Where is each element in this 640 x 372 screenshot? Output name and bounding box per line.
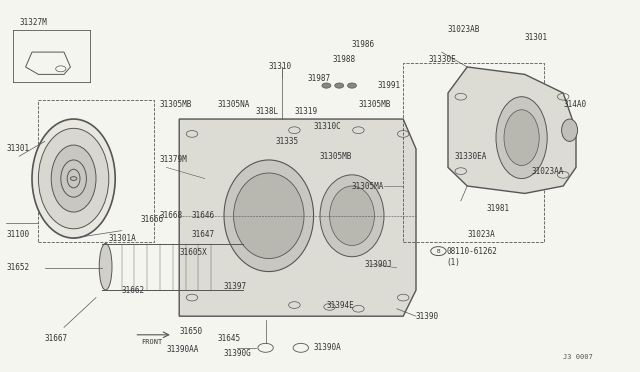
Text: 31301A: 31301A xyxy=(109,234,136,243)
Text: (1): (1) xyxy=(447,258,461,267)
Text: 31305MA: 31305MA xyxy=(352,182,385,190)
Text: 31301: 31301 xyxy=(6,144,29,153)
Text: FRONT: FRONT xyxy=(141,339,162,345)
Ellipse shape xyxy=(220,237,234,247)
Polygon shape xyxy=(179,119,416,316)
Ellipse shape xyxy=(224,160,314,272)
Text: 31647: 31647 xyxy=(192,230,215,239)
Ellipse shape xyxy=(220,256,234,265)
Ellipse shape xyxy=(220,275,234,284)
Ellipse shape xyxy=(220,265,234,275)
Text: 31310C: 31310C xyxy=(314,122,341,131)
Text: 3138L: 3138L xyxy=(256,107,279,116)
Text: 31390J: 31390J xyxy=(365,260,392,269)
Text: 31666: 31666 xyxy=(141,215,164,224)
Text: 31330E: 31330E xyxy=(429,55,456,64)
Circle shape xyxy=(348,83,356,88)
Text: 31327M: 31327M xyxy=(19,18,47,27)
Text: 31305NA: 31305NA xyxy=(218,100,250,109)
Text: 31023AA: 31023AA xyxy=(531,167,564,176)
Polygon shape xyxy=(448,67,576,193)
Text: 31319: 31319 xyxy=(294,107,317,116)
Bar xyxy=(403,63,544,242)
Circle shape xyxy=(322,83,331,88)
Text: 31330EA: 31330EA xyxy=(454,152,487,161)
Text: 31310: 31310 xyxy=(269,62,292,71)
Text: 31023AB: 31023AB xyxy=(448,25,481,34)
Text: 31652: 31652 xyxy=(6,263,29,272)
Text: 31305MB: 31305MB xyxy=(160,100,193,109)
Text: 31668: 31668 xyxy=(160,211,183,220)
Text: 31986: 31986 xyxy=(352,40,375,49)
Text: 31650: 31650 xyxy=(179,327,202,336)
Ellipse shape xyxy=(32,119,115,238)
Text: B: B xyxy=(436,248,440,254)
Text: 31023A: 31023A xyxy=(467,230,495,239)
Text: 31390G: 31390G xyxy=(224,349,252,358)
Text: 08110-61262: 08110-61262 xyxy=(447,247,497,256)
Ellipse shape xyxy=(220,283,234,293)
Text: 31605X: 31605X xyxy=(179,248,207,257)
Text: 31667: 31667 xyxy=(45,334,68,343)
Text: 31988: 31988 xyxy=(333,55,356,64)
Ellipse shape xyxy=(504,110,539,166)
Text: 314A0: 314A0 xyxy=(563,100,586,109)
Text: 31397: 31397 xyxy=(224,282,247,291)
Text: 31987: 31987 xyxy=(307,74,330,83)
Text: 31335: 31335 xyxy=(275,137,298,146)
Bar xyxy=(38,100,154,242)
Text: 31301: 31301 xyxy=(525,33,548,42)
Ellipse shape xyxy=(51,145,96,212)
Text: 31305MB: 31305MB xyxy=(358,100,391,109)
Text: 31646: 31646 xyxy=(192,211,215,220)
Ellipse shape xyxy=(320,175,384,257)
Text: 31394E: 31394E xyxy=(326,301,354,310)
Text: 31390: 31390 xyxy=(416,312,439,321)
Ellipse shape xyxy=(99,244,112,290)
Text: 31981: 31981 xyxy=(486,204,509,213)
Text: 31100: 31100 xyxy=(6,230,29,239)
Text: 31991: 31991 xyxy=(378,81,401,90)
Text: 31390A: 31390A xyxy=(314,343,341,352)
Text: 31645: 31645 xyxy=(218,334,241,343)
Ellipse shape xyxy=(220,246,234,256)
Ellipse shape xyxy=(38,128,109,229)
Text: 31379M: 31379M xyxy=(160,155,188,164)
Text: 31390AA: 31390AA xyxy=(166,345,199,354)
Ellipse shape xyxy=(234,173,304,259)
Text: 31662: 31662 xyxy=(122,286,145,295)
Ellipse shape xyxy=(562,119,578,141)
Text: 31305MB: 31305MB xyxy=(320,152,353,161)
Text: J3 0007: J3 0007 xyxy=(563,354,593,360)
Ellipse shape xyxy=(496,97,547,179)
Circle shape xyxy=(335,83,344,88)
Ellipse shape xyxy=(330,186,374,246)
